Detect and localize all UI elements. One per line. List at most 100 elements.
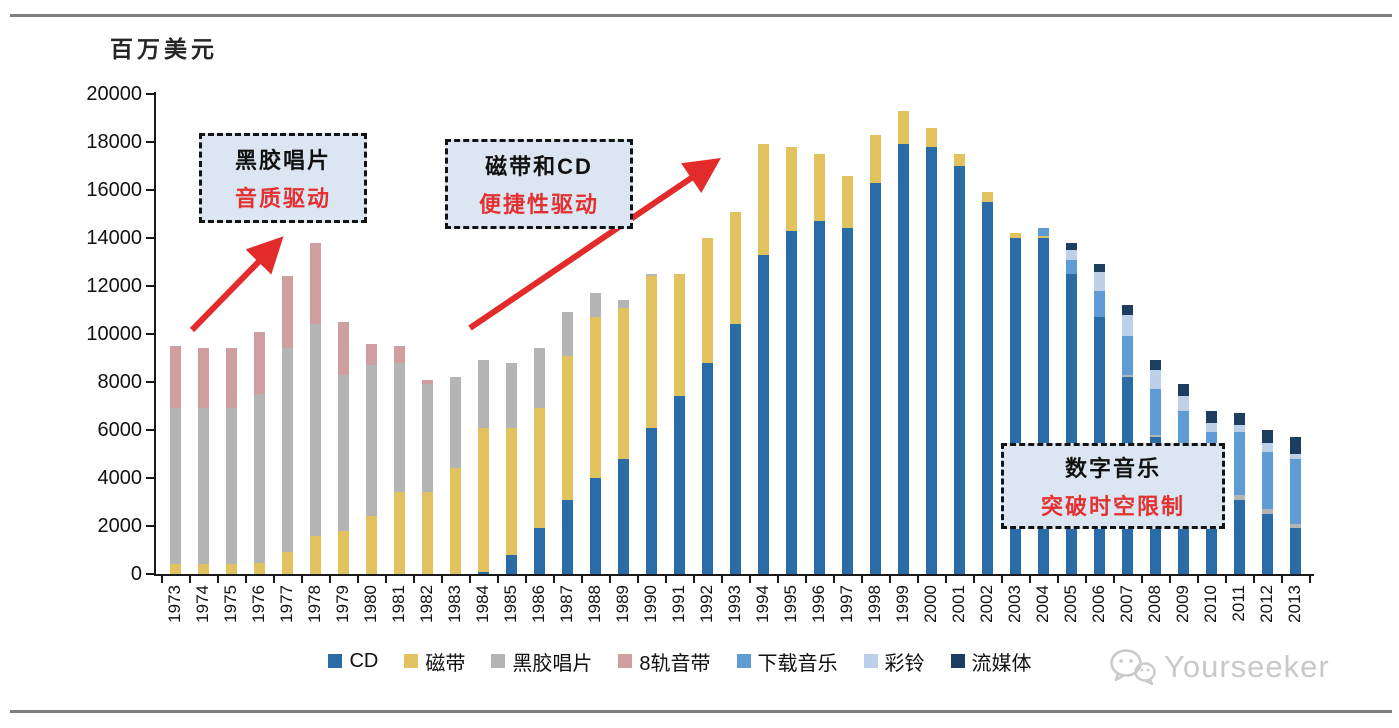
bar-segment-流媒体 <box>1093 264 1105 272</box>
bar-segment-CD <box>505 554 517 574</box>
bar-1985 <box>505 0 517 574</box>
bar-segment-流媒体 <box>1149 360 1161 370</box>
bar-segment-下载音乐 <box>1065 259 1077 274</box>
bar-segment-黑胶唱片 <box>253 394 265 564</box>
y-tick-label: 16000 <box>86 179 142 201</box>
y-tick-label: 14000 <box>86 227 142 249</box>
x-tick-label: 1983 <box>445 585 464 623</box>
x-tick <box>1057 576 1059 583</box>
bar-segment-下载音乐 <box>1177 410 1189 466</box>
bar-2002 <box>981 0 993 574</box>
bar-segment-下载音乐 <box>1261 451 1273 510</box>
x-tick <box>413 576 415 583</box>
x-tick <box>721 576 723 583</box>
bar-segment-CD <box>757 254 769 574</box>
legend-swatch <box>618 654 633 668</box>
x-tick-label: 1980 <box>361 585 380 623</box>
bar-segment-黑胶唱片 <box>1289 523 1301 529</box>
x-tick <box>889 576 891 583</box>
bar-segment-8轨音带 <box>281 276 293 349</box>
x-tick <box>469 576 471 583</box>
bar-segment-磁带 <box>673 274 685 397</box>
bar-segment-8轨音带 <box>421 379 433 385</box>
bar-segment-磁带 <box>1037 235 1049 238</box>
bar-segment-黑胶唱片 <box>1121 374 1133 378</box>
bar-segment-8轨音带 <box>169 346 181 409</box>
x-tick <box>1169 576 1171 583</box>
x-tick-label: 2013 <box>1285 585 1304 623</box>
bar-segment-磁带 <box>197 564 209 574</box>
bar-1999 <box>897 0 909 574</box>
bar-1995 <box>785 0 797 574</box>
legend-swatch <box>736 654 751 668</box>
bar-2000 <box>925 0 937 574</box>
x-tick <box>1085 576 1087 583</box>
bar-segment-磁带 <box>897 110 909 145</box>
x-tick <box>1197 576 1199 583</box>
x-tick <box>441 576 443 583</box>
bar-segment-流媒体 <box>1289 437 1301 454</box>
bar-1986 <box>533 0 545 574</box>
bar-segment-CD <box>1065 274 1077 574</box>
bar-2013 <box>1289 0 1301 574</box>
bar-segment-磁带 <box>813 154 825 222</box>
bar-segment-彩铃 <box>1205 422 1217 433</box>
bottom-divider <box>10 710 1392 713</box>
bar-segment-磁带 <box>729 211 741 325</box>
bar-segment-黑胶唱片 <box>169 408 181 565</box>
bar-segment-下载音乐 <box>1037 228 1049 236</box>
y-tick <box>146 477 155 479</box>
callout-digital-subtitle: 突破时空限制 <box>1040 494 1185 519</box>
bar-segment-黑胶唱片 <box>225 408 237 565</box>
x-tick-label: 1998 <box>865 585 884 623</box>
x-tick-label: 2002 <box>977 585 996 623</box>
bar-1978 <box>309 0 321 574</box>
bar-segment-CD <box>981 202 993 574</box>
bar-segment-磁带 <box>449 468 461 574</box>
x-tick <box>693 576 695 583</box>
bar-segment-磁带 <box>477 427 489 572</box>
bar-segment-黑胶唱片 <box>393 362 405 493</box>
bar-segment-流媒体 <box>1205 410 1217 423</box>
bar-segment-彩铃 <box>1149 370 1161 390</box>
bar-segment-CD <box>897 144 909 574</box>
y-tick-label: 8000 <box>97 371 143 393</box>
bar-1992 <box>701 0 713 574</box>
bar-segment-黑胶唱片 <box>617 300 629 308</box>
x-tick <box>917 576 919 583</box>
bar-segment-黑胶唱片 <box>645 274 657 277</box>
y-tick-label: 18000 <box>86 131 142 153</box>
x-tick-label: 1973 <box>165 585 184 623</box>
bar-1998 <box>869 0 881 574</box>
x-tick <box>973 576 975 583</box>
bar-segment-磁带 <box>505 427 517 555</box>
bar-segment-流媒体 <box>1233 413 1245 426</box>
x-tick <box>609 576 611 583</box>
bar-segment-黑胶唱片 <box>533 348 545 409</box>
bar-1973 <box>169 0 181 574</box>
wechat-icon <box>1110 649 1156 686</box>
x-tick <box>189 576 191 583</box>
x-tick-label: 1996 <box>809 585 828 623</box>
y-tick <box>146 525 155 527</box>
y-tick <box>146 237 155 239</box>
x-tick <box>805 576 807 583</box>
bar-segment-黑胶唱片 <box>1233 494 1245 500</box>
bar-segment-磁带 <box>169 564 181 574</box>
bar-segment-CD <box>869 182 881 574</box>
bar-segment-下载音乐 <box>1289 458 1301 524</box>
bar-segment-CD <box>533 528 545 574</box>
x-tick-label: 1976 <box>249 585 268 623</box>
y-tick-label: 12000 <box>86 275 142 297</box>
bar-2004 <box>1037 0 1049 574</box>
bar-segment-CD <box>589 478 601 574</box>
y-tick-label: 6000 <box>97 419 143 441</box>
bar-segment-CD <box>561 499 573 574</box>
bar-segment-黑胶唱片 <box>1261 509 1273 514</box>
x-tick <box>1001 576 1003 583</box>
bar-segment-磁带 <box>533 408 545 529</box>
bar-segment-下载音乐 <box>1233 432 1245 495</box>
x-tick <box>665 576 667 583</box>
bar-1976 <box>253 0 265 574</box>
x-tick-label: 1991 <box>669 585 688 623</box>
